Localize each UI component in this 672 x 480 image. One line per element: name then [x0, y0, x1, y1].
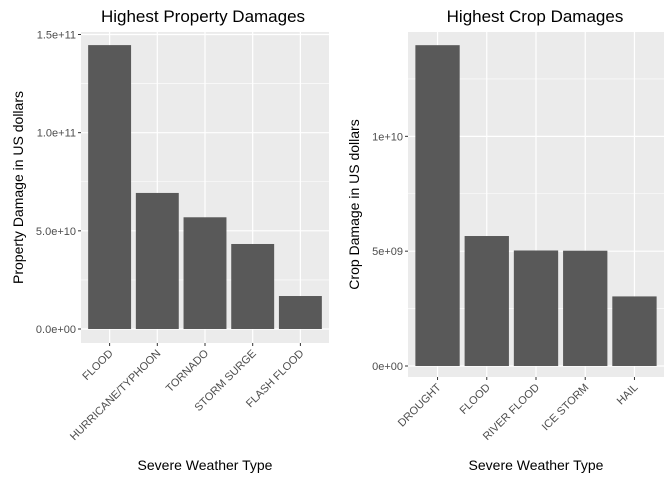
- chart-title: Highest Property Damages: [101, 7, 305, 26]
- bar-flood: [88, 45, 132, 330]
- x-tick-label: FLOOD: [458, 382, 493, 417]
- bar-flood: [464, 236, 509, 366]
- y-tick-label: 0.0e+00: [36, 324, 76, 336]
- y-tick-label: 1.5e+11: [37, 30, 76, 42]
- x-tick-label: DROUGHT: [396, 381, 444, 429]
- x-tick-label: ICE STORM: [540, 382, 592, 434]
- y-tick-label: 0e+00: [372, 361, 403, 373]
- y-axis-label: Crop Damage in US dollars: [346, 119, 362, 289]
- bar-river-flood: [513, 250, 559, 366]
- x-axis-label: Severe Weather Type: [138, 457, 273, 473]
- bar-hurricane-typhoon: [135, 192, 179, 329]
- bar-drought: [415, 45, 460, 366]
- bar-flash-flood: [278, 296, 322, 329]
- x-tick-label: HAIL: [615, 382, 641, 408]
- y-tick-label: 1e+10: [372, 131, 403, 143]
- bar-ice-storm: [563, 250, 608, 366]
- x-tick-label: FLOOD: [80, 348, 115, 383]
- property-damage-chart: 0.0e+00 5.0e+10 1.0e+11 1.5e+11 FLOODHURRICA…: [10, 7, 329, 473]
- chart-title: Highest Crop Damages: [447, 7, 624, 26]
- x-tick-label: TORNADO: [164, 347, 212, 395]
- bar-storm-surge: [231, 243, 275, 329]
- x-tick-label: HURRICANE/TYPHOON: [68, 348, 163, 443]
- y-tick-label: 5e+09: [372, 246, 403, 258]
- y-axis-label: Property Damage in US dollars: [10, 91, 26, 284]
- y-tick-label: 5.0e+10: [36, 226, 76, 238]
- x-axis-label: Severe Weather Type: [469, 457, 604, 473]
- bar-hail: [612, 296, 657, 366]
- y-tick-label: 1.0e+11: [37, 128, 76, 140]
- bar-tornado: [183, 217, 227, 329]
